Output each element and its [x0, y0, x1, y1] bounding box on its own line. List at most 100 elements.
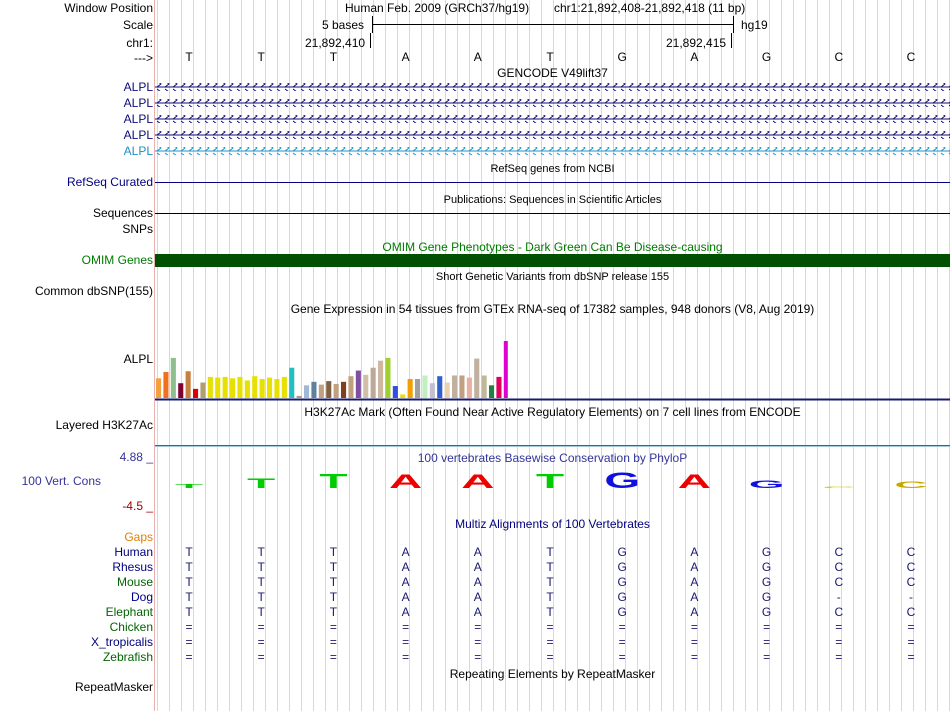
- refseq-track-label[interactable]: RefSeq Curated: [66, 175, 153, 189]
- base-letter: A: [401, 50, 410, 64]
- omim-track-title: OMIM Gene Phenotypes - Dark Green Can Be…: [382, 240, 723, 254]
- gtex-tissue-bar: [466, 377, 472, 398]
- alignment-base: A: [473, 590, 482, 604]
- chromosome-label: chr1:: [126, 36, 153, 50]
- alignment-base: =: [402, 635, 410, 649]
- gtex-tissue-bar: [333, 383, 339, 398]
- alignment-base: T: [546, 575, 554, 589]
- gencode-transcript-label[interactable]: ALPL: [123, 80, 153, 94]
- gtex-tissue-bar: [400, 394, 406, 398]
- assembly-title: Human Feb. 2009 (GRCh37/hg19): [345, 1, 530, 15]
- alignment-base: A: [401, 545, 410, 559]
- base-letter: C: [906, 50, 916, 64]
- publications-track-label[interactable]: Sequences: [92, 206, 153, 220]
- alignment-base: =: [257, 635, 265, 649]
- species-label[interactable]: Human: [114, 545, 153, 559]
- gtex-tissue-bar: [392, 386, 398, 398]
- alignment-base: A: [690, 545, 699, 559]
- alignment-base: T: [546, 590, 554, 604]
- alignment-base: T: [257, 560, 265, 574]
- dbsnp-track-label[interactable]: Common dbSNP(155): [34, 284, 153, 298]
- alignment-base: T: [546, 560, 554, 574]
- gtex-tissue-bar: [304, 385, 310, 398]
- alignment-base: C: [834, 545, 844, 559]
- alignment-base: =: [546, 620, 554, 634]
- gencode-transcript-label[interactable]: ALPL: [123, 128, 153, 142]
- alignment-base: =: [907, 635, 915, 649]
- h3k27ac-signal-line[interactable]: [155, 445, 950, 446]
- species-label[interactable]: Dog: [130, 590, 153, 604]
- alignment-base: A: [473, 560, 482, 574]
- gencode-transcript-label[interactable]: ALPL: [123, 96, 153, 110]
- gtex-tissue-bar: [378, 360, 384, 398]
- refseq-gene-line[interactable]: [155, 182, 950, 183]
- species-label[interactable]: Zebrafish: [102, 650, 153, 664]
- gtex-track-title: Gene Expression in 54 tissues from GTEx …: [290, 302, 815, 316]
- phylop-base-letter: G: [604, 467, 640, 492]
- alignment-base: =: [402, 650, 410, 664]
- alignment-base: A: [401, 560, 410, 574]
- gtex-expression-chart[interactable]: [155, 316, 950, 401]
- repeatmasker-track-label[interactable]: RepeatMasker: [74, 680, 153, 694]
- alignment-base: C: [834, 605, 844, 619]
- gencode-transcript-label[interactable]: ALPL: [123, 112, 153, 126]
- gtex-tissue-bar: [370, 367, 376, 398]
- species-label[interactable]: Elephant: [105, 605, 153, 619]
- species-label[interactable]: Mouse: [116, 575, 153, 589]
- alignment-base: G: [761, 590, 772, 604]
- alignment-base: C: [834, 575, 844, 589]
- alignment-base: =: [690, 635, 698, 649]
- phylop-track-label[interactable]: 100 Vert. Cons: [21, 474, 101, 488]
- track-image-area[interactable]: Human Feb. 2009 (GRCh37/hg19) chr1:21,89…: [155, 0, 950, 711]
- gtex-tissue-bar: [444, 382, 450, 398]
- gencode-transcript-label[interactable]: ALPL: [123, 144, 153, 158]
- gtex-tissue-bar: [474, 358, 480, 398]
- alignment-base: =: [185, 620, 193, 634]
- omim-gene-bar[interactable]: [155, 254, 950, 267]
- base-letter: T: [257, 50, 265, 64]
- publications-line[interactable]: [155, 213, 950, 214]
- h3k27ac-track-label[interactable]: Layered H3K27Ac: [55, 418, 153, 432]
- publications-track-title: Publications: Sequences in Scientific Ar…: [443, 194, 662, 206]
- gtex-tissue-bar: [230, 378, 236, 398]
- scale-bar-tick-right: [733, 16, 734, 33]
- alignment-base: C: [906, 560, 916, 574]
- phylop-base-letter: T: [247, 476, 275, 491]
- species-label[interactable]: X_tropicalis: [90, 635, 153, 649]
- alignment-base: T: [546, 545, 554, 559]
- strand-label: --->: [134, 51, 153, 65]
- gtex-track-label[interactable]: ALPL: [123, 352, 153, 366]
- omim-track-label[interactable]: OMIM Genes: [81, 253, 153, 267]
- gtex-tissue-bar: [318, 384, 324, 398]
- alignment-base: C: [906, 575, 916, 589]
- species-label[interactable]: Chicken: [109, 620, 153, 634]
- gtex-tissue-bar: [296, 395, 302, 398]
- alignment-base: T: [257, 590, 265, 604]
- coordinate-tick: 21,892,410: [305, 36, 366, 50]
- alignment-base: =: [546, 635, 554, 649]
- gtex-tissue-bar: [237, 376, 243, 398]
- alignment-base: =: [257, 620, 265, 634]
- alignment-base: T: [329, 560, 338, 574]
- gtex-tissue-bar: [281, 376, 287, 398]
- coordinate-tick: 21,892,415: [666, 36, 727, 50]
- gencode-transcripts[interactable]: [155, 80, 950, 160]
- alignment-base: =: [907, 650, 915, 664]
- alignment-base: =: [763, 635, 771, 649]
- alignment-base: =: [835, 650, 843, 664]
- gtex-tissue-bar: [185, 371, 191, 398]
- alignment-base: G: [761, 575, 772, 589]
- alignment-base: =: [474, 620, 482, 634]
- species-label[interactable]: Rhesus: [112, 560, 153, 574]
- base-letter: T: [546, 50, 554, 64]
- gtex-tissue-bar: [200, 382, 206, 398]
- alignment-base: T: [185, 605, 193, 619]
- snps-track-label[interactable]: SNPs: [122, 222, 153, 236]
- alignment-base: T: [257, 545, 265, 559]
- gtex-tissue-bar: [429, 383, 435, 398]
